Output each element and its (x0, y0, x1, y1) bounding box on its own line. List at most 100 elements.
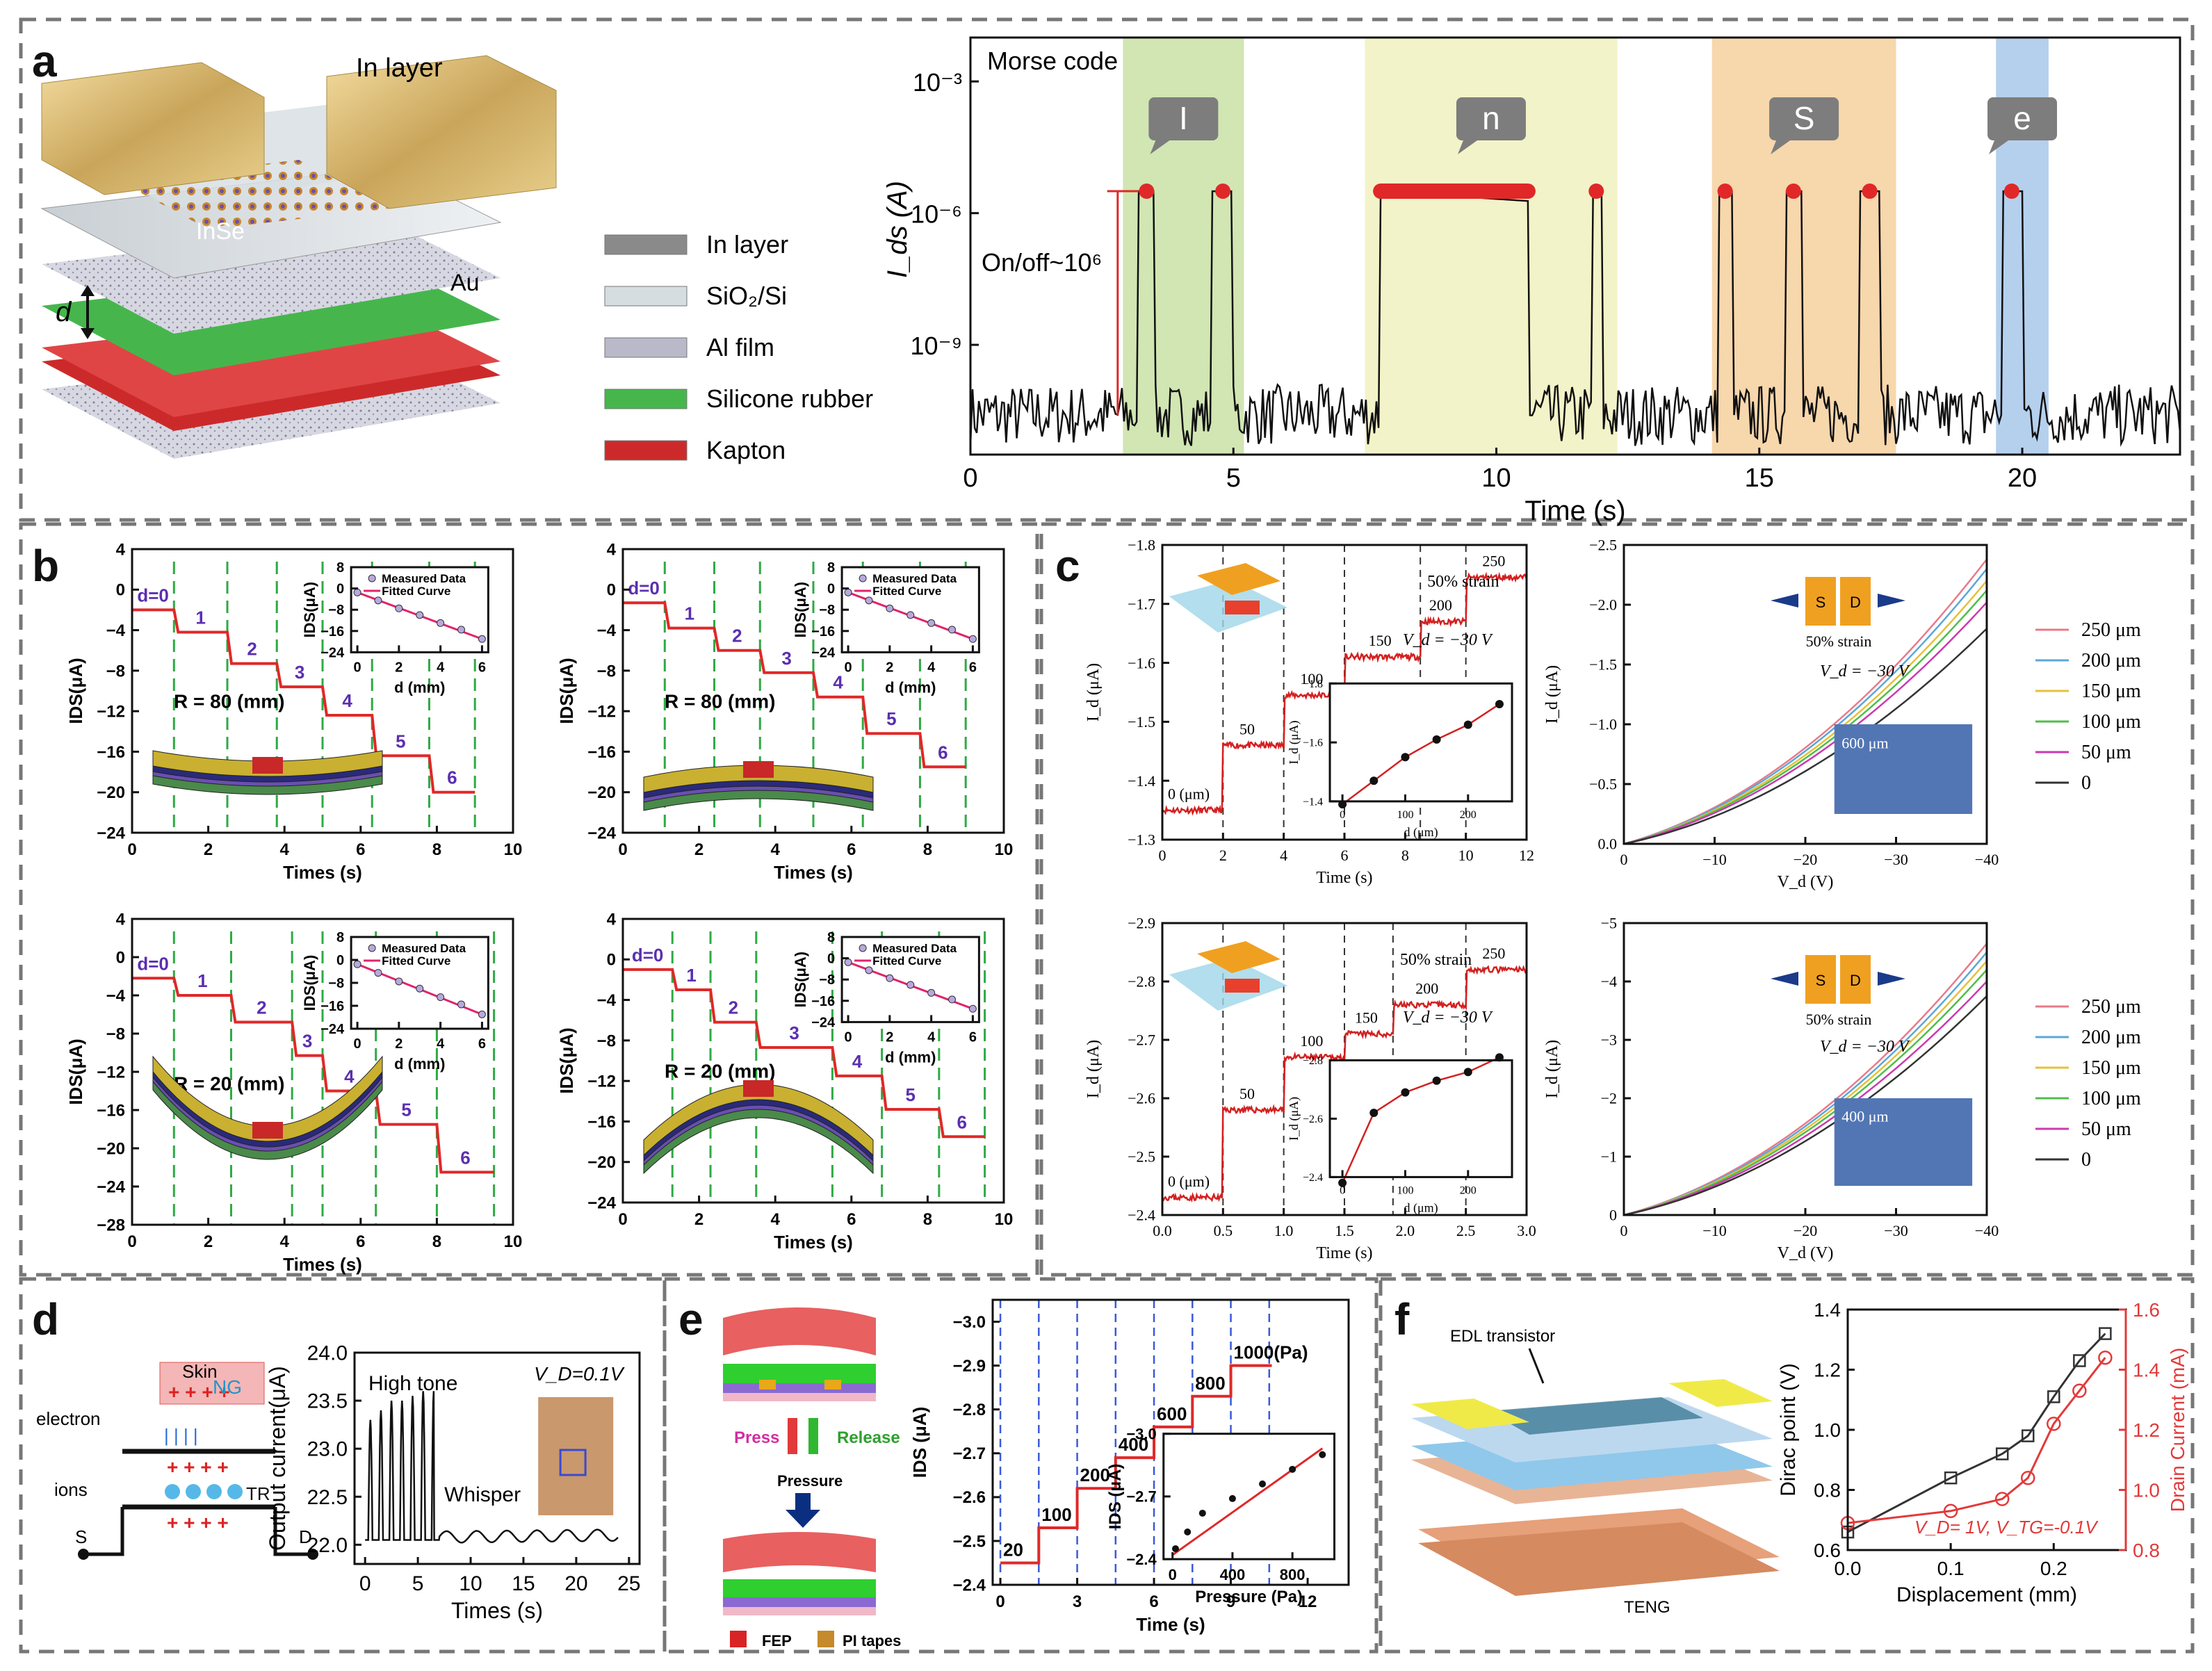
x-tick-label: 4 (437, 660, 445, 675)
y-tick-label: −8 (106, 662, 125, 680)
step-label: 250 (1482, 553, 1505, 570)
radius-label: R = 80 (mm) (174, 690, 285, 712)
y-axis-label: I_ds (A) (882, 181, 913, 278)
y-tick-label: 22.5 (307, 1486, 348, 1509)
morse-dot (1139, 184, 1155, 199)
distance-label: 6 (938, 742, 948, 763)
x-axis-label: Time (s) (1316, 869, 1372, 887)
inset-point (1184, 1529, 1192, 1536)
annotation-high-tone: High tone (368, 1372, 457, 1395)
step-label: 200 (1415, 980, 1438, 997)
y-tick-label: 10⁻⁶ (911, 200, 962, 229)
inset-point (437, 993, 445, 1002)
step-trace (623, 968, 985, 1139)
vd-label: V_d = −30 V (1820, 1038, 1910, 1056)
distance-label: 1 (197, 970, 207, 991)
x-tick-label: 10 (1481, 464, 1511, 493)
legend-label: 150 μm (2081, 680, 2141, 702)
electrode-au-right (326, 55, 557, 209)
y-tick-label: 4 (116, 540, 126, 559)
y-axis-label: IDS(μA) (65, 1038, 86, 1105)
inset-point (1172, 1545, 1180, 1553)
distance-label: 1 (685, 603, 694, 624)
y-tick-label: 0.6 (1814, 1540, 1841, 1561)
plot-frame (621, 548, 1005, 834)
y-axis-label: Output current(μA) (265, 1366, 290, 1551)
y-tick-label: −1.7 (1128, 596, 1155, 613)
chart-c3: 0 (μm) 50 100 150 200 250 50% strain V_d = −30 … (1084, 915, 1536, 1262)
x-tick-label: 20 (564, 1572, 587, 1595)
legend-label: Silicone rubber (706, 384, 873, 413)
plot-frame (991, 1298, 1350, 1586)
x-tick-label: 10 (995, 840, 1014, 859)
letter-label: S (1794, 100, 1815, 136)
legend-a: In layer SiO₂/Si Al film Silicone rubber Kap… (604, 230, 873, 464)
distance-label: 3 (781, 648, 791, 669)
inset-point (865, 596, 873, 605)
y-tick-label: −2.5 (953, 1532, 986, 1551)
letter-label: n (1482, 100, 1500, 136)
x-tick-label: 10 (995, 1210, 1014, 1229)
x-tick-label: 8 (1401, 847, 1409, 864)
inset-point (906, 981, 915, 989)
x-axis-label: Times (s) (283, 862, 362, 883)
legend-swatch (604, 337, 688, 358)
y-tick-label: −16 (97, 743, 125, 762)
y-tick-label: −2.8 (1128, 973, 1155, 991)
x-axis-label: d (μm) (1404, 1200, 1438, 1215)
distance-label: 5 (886, 708, 896, 729)
inset-point (1228, 1494, 1236, 1502)
y-tick-label: −20 (97, 783, 125, 802)
distance-label: 6 (447, 767, 457, 788)
y-tick-label: −2.6 (953, 1488, 986, 1507)
x-axis-label: d (mm) (885, 1048, 936, 1066)
x-tick-label: 8 (923, 1210, 932, 1229)
y-tick-label: −8 (328, 976, 344, 991)
y-tick-label: −0.5 (1589, 776, 1617, 793)
inset-legend-marker (368, 944, 376, 952)
y-tick-label: −1.8 (1303, 678, 1323, 690)
y-tick-label: −3.0 (1126, 1425, 1156, 1442)
x-tick-label: 0 (1340, 1184, 1345, 1196)
y-tick-label: −3 (1601, 1032, 1617, 1049)
step-label: 150 (1355, 1009, 1378, 1027)
y-right-tick-label: 1.6 (2133, 1299, 2160, 1321)
y-tick-label: −12 (587, 703, 616, 722)
x-tick-label: 25 (617, 1572, 640, 1595)
inset-legend-label: Fitted Curve (382, 585, 450, 598)
distance-label: 6 (957, 1111, 966, 1132)
distance-label: 5 (401, 1100, 411, 1120)
inset-point (1432, 735, 1441, 744)
device-channel (1225, 979, 1260, 993)
y-tick-label: −12 (587, 1073, 616, 1091)
distance-label: d=0 (137, 585, 169, 605)
y-tick-label: 4 (607, 910, 617, 929)
x-tick-label: 8 (432, 1232, 441, 1251)
y-tick-label: −16 (320, 624, 344, 639)
y-axis-label: IDS(μA) (65, 658, 86, 724)
inset-point (906, 611, 915, 619)
inset-point (353, 960, 361, 968)
y-axis-label: IDS(μA) (556, 1027, 577, 1093)
letter-bubble (1148, 97, 1219, 140)
bent-channel (252, 1122, 283, 1139)
drain-marker (1943, 1503, 1958, 1519)
y-tick-label: −2.4 (953, 1576, 986, 1595)
skin-label: Skin (182, 1361, 218, 1382)
x-axis-label: d (μm) (1404, 825, 1438, 840)
y-axis-label: IDS (μA) (909, 1407, 930, 1478)
skin-block (159, 1362, 265, 1405)
x-tick-label: −40 (1975, 851, 1999, 868)
y-tick-label: −2.6 (1303, 1114, 1323, 1125)
iv-curve (1623, 601, 1987, 845)
y-tick-label: −2.8 (1303, 1055, 1323, 1067)
skin-charges: + + + + (168, 1381, 230, 1403)
inset-bg (1163, 1433, 1335, 1560)
y-tick-label: −24 (811, 645, 836, 660)
y-tick-label: −1.6 (1128, 654, 1155, 671)
legend-label: 250 μm (2081, 996, 2141, 1018)
x-tick-label: 0.5 (1214, 1222, 1233, 1239)
inset-point (416, 611, 424, 619)
electrode-d (1840, 955, 1871, 1004)
x-tick-label: 9 (1226, 1592, 1235, 1611)
